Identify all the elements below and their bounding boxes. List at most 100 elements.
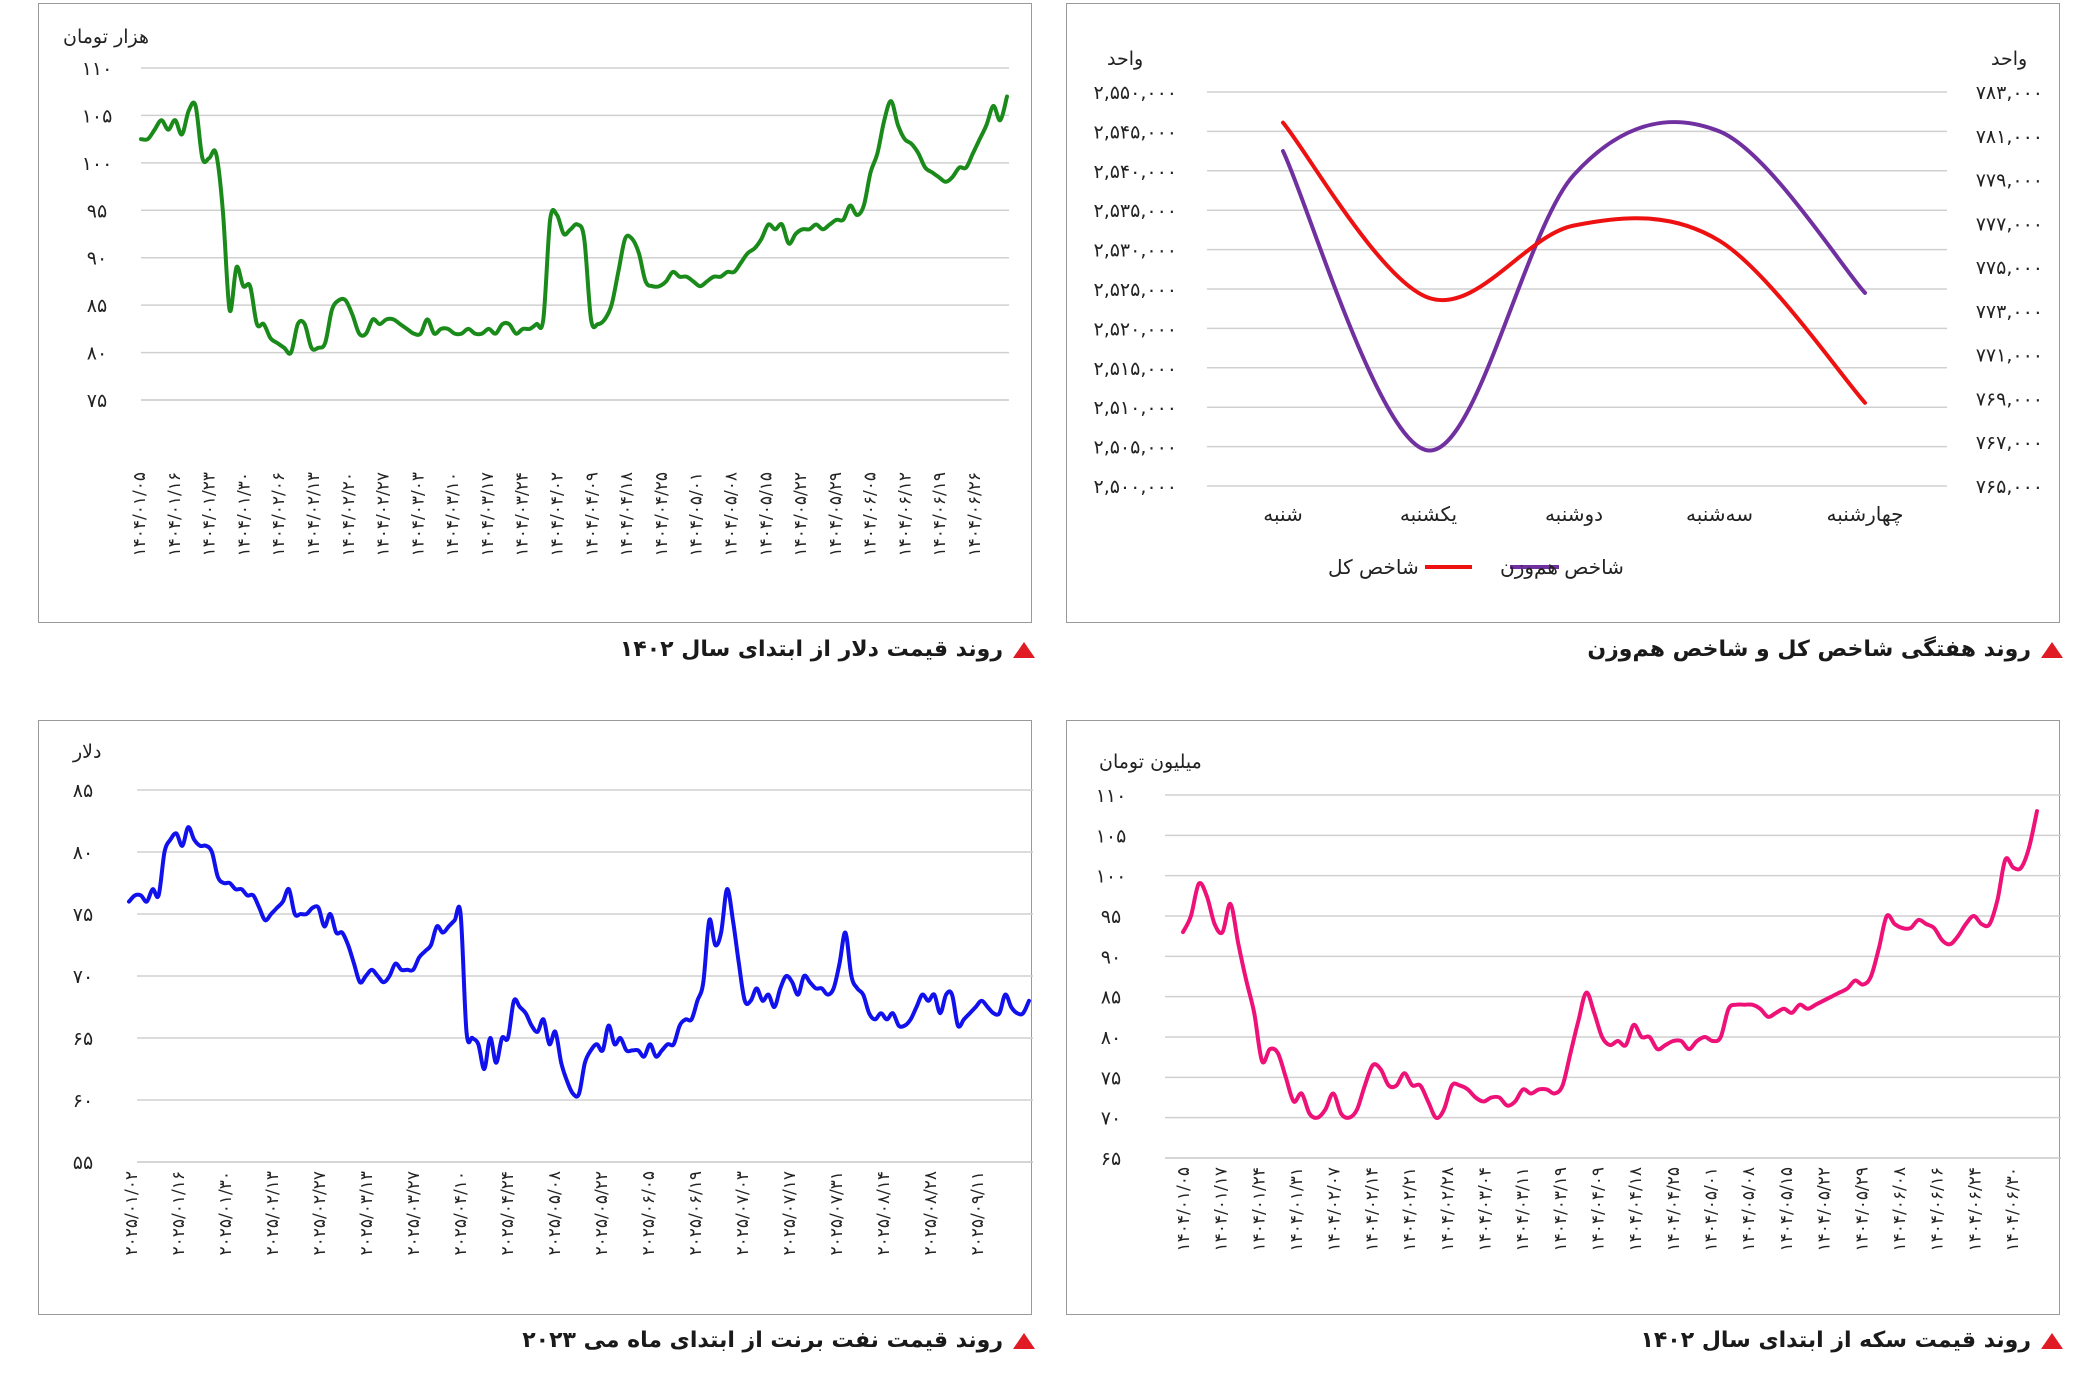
- y-left-tick-label: ۲,۵۲۵,۰۰۰: [1093, 279, 1177, 301]
- y-right-tick-label: ۷۸۳,۰۰۰: [1976, 82, 2043, 104]
- x-tick-label: ۱۴۰۴/۰۲/۲۱: [1400, 1167, 1420, 1252]
- caption-triangle-icon: [2041, 642, 2063, 658]
- y-tick-label: ۶۵: [73, 1028, 93, 1050]
- oil-caption-text: روند قیمت نفت برنت از ابتدای ماه می ۲۰۲۳: [522, 1328, 1003, 1353]
- y-right-tick-label: ۷۸۱,۰۰۰: [1976, 126, 2043, 148]
- x-tick-label: ۱۴۰۴/۰۳/۱۰: [443, 472, 463, 557]
- coin-chart-panel: میلیون تومان ۶۵ ۷۰ ۷۵ ۸۰ ۸۵ ۹۰ ۹۵ ۱۰۰ ۱۰۵ ۱۱۰ ۱۴۰۴…: [1066, 720, 2061, 1315]
- y-tick-label: ۵۵: [73, 1152, 93, 1174]
- coin-chart: ۶۵ ۷۰ ۷۵ ۸۰ ۸۵ ۹۰ ۹۵ ۱۰۰ ۱۰۵ ۱۱۰ ۱۴۰۴/۰۱/۰۵ ۱۴۰۴/۰۱…: [1096, 785, 2061, 1252]
- y-tick-label: ۷۰: [73, 966, 93, 988]
- y-right-tick-label: ۷۶۷,۰۰۰: [1976, 432, 2043, 454]
- x-tick-label: ۱۴۰۴/۰۲/۱۳: [304, 472, 324, 557]
- y-right-tick-label: ۷۶۹,۰۰۰: [1976, 388, 2043, 410]
- x-tick-label: ۱۴۰۴/۰۱/۱۶: [165, 472, 185, 557]
- index-chart-caption: روند هفتگی شاخص کل و شاخص هم‌وزن: [1587, 637, 2063, 662]
- series-line: [1281, 120, 1867, 453]
- oil-chart-caption: روند قیمت نفت برنت از ابتدای ماه می ۲۰۲۳: [522, 1328, 1035, 1353]
- x-tick-label: ۲۰۲۵/۰۴/۱۰: [451, 1171, 471, 1256]
- coin-y-unit: میلیون تومان: [1099, 751, 1202, 773]
- y-left-tick-label: ۲,۵۰۵,۰۰۰: [1093, 437, 1177, 459]
- caption-triangle-icon: [1013, 1333, 1035, 1349]
- index-right-unit: واحد: [1991, 48, 2028, 70]
- y-tick-label: ۷۰: [1101, 1108, 1121, 1130]
- y-left-tick-label: ۲,۵۱۵,۰۰۰: [1093, 358, 1177, 380]
- x-tick-label: ۲۰۲۵/۰۶/۰۵: [639, 1171, 659, 1256]
- y-tick-label: ۸۵: [73, 780, 93, 802]
- x-tick-label: ۱۴۰۴/۰۴/۱۸: [1626, 1167, 1646, 1252]
- y-tick-label: ۱۰۵: [82, 105, 113, 127]
- coin-chart-caption: روند قیمت سکه از ابتدای سال ۱۴۰۲: [1640, 1328, 2063, 1353]
- y-left-tick-label: ۲,۵۳۰,۰۰۰: [1093, 240, 1177, 262]
- x-tick-label: ۱۴۰۴/۰۴/۲۵: [652, 472, 672, 557]
- caption-triangle-icon: [1013, 642, 1035, 658]
- x-tick-label: ۱۴۰۴/۰۳/۱۹: [1551, 1167, 1571, 1252]
- x-tick-label: ۱۴۰۴/۰۲/۰۶: [269, 472, 289, 557]
- dollar-chart-panel: هزار تومان ۷۵ ۸۰ ۸۵ ۹۰ ۹۵ ۱۰۰ ۱۰۵ ۱۱۰ ۱۴۰۴/۰۱/۰۵…: [38, 3, 1032, 623]
- x-tick-label: ۱۴۰۴/۰۵/۲۲: [791, 472, 811, 557]
- x-tick-label: ۲۰۲۵/۰۳/۲۷: [404, 1171, 424, 1256]
- series-line: [1181, 809, 2039, 1120]
- index-left-unit: واحد: [1107, 48, 1144, 70]
- y-tick-label: ۸۵: [87, 295, 107, 317]
- y-right-tick-label: ۷۷۷,۰۰۰: [1976, 213, 2043, 235]
- y-right-tick-label: ۷۷۳,۰۰۰: [1976, 301, 2043, 323]
- x-tick-label: ۱۴۰۴/۰۶/۰۸: [1890, 1167, 1910, 1252]
- y-tick-label: ۱۰۰: [82, 153, 113, 175]
- y-tick-label: ۱۱۰: [82, 58, 113, 80]
- y-left-tick-label: ۲,۵۲۰,۰۰۰: [1093, 318, 1177, 340]
- x-tick-label: ۲۰۲۵/۰۹/۱۱: [968, 1171, 988, 1256]
- y-left-tick-label: ۲,۵۱۰,۰۰۰: [1093, 397, 1177, 419]
- dollar-y-unit: هزار تومان: [63, 26, 150, 48]
- oil-chart: ۵۵ ۶۰ ۶۵ ۷۰ ۷۵ ۸۰ ۸۵ ۲۰۲۵/۰۱/۰۲ ۲۰۲۵/۰۱/۱۶ ۲۰۲۵/۰…: [73, 780, 1033, 1256]
- x-tick-label: ۱۴۰۴/۰۱/۲۳: [200, 472, 220, 557]
- y-right-tick-label: ۷۶۵,۰۰۰: [1976, 476, 2043, 498]
- x-tick-label: ۱۴۰۴/۰۲/۲۷: [374, 472, 394, 557]
- x-tick-label: یکشنبه: [1400, 502, 1457, 526]
- x-tick-label: ۱۴۰۴/۰۱/۲۴: [1249, 1167, 1269, 1252]
- x-tick-label: ۱۴۰۴/۰۴/۱۸: [617, 472, 637, 557]
- x-tick-label: ۲۰۲۵/۰۷/۱۷: [780, 1171, 800, 1256]
- x-tick-label: ۱۴۰۴/۰۳/۱۷: [478, 472, 498, 557]
- x-tick-label: ۱۴۰۴/۰۴/۲۵: [1664, 1167, 1684, 1252]
- x-tick-label: ۱۴۰۴/۰۲/۲۰: [339, 472, 359, 557]
- y-tick-label: ۹۰: [87, 248, 107, 270]
- x-tick-label: ۲۰۲۵/۰۴/۲۴: [498, 1171, 518, 1256]
- x-tick-label: ۱۴۰۴/۰۳/۲۴: [513, 472, 533, 557]
- x-tick-label: ۱۴۰۴/۰۱/۰۵: [130, 472, 150, 557]
- x-tick-label: ۱۴۰۴/۰۵/۰۱: [687, 472, 707, 557]
- y-tick-label: ۸۰: [87, 343, 107, 365]
- y-tick-label: ۸۰: [73, 842, 93, 864]
- series-line: [139, 94, 1009, 356]
- x-tick-label: ۲۰۲۵/۰۱/۳۰: [216, 1171, 236, 1256]
- x-tick-label: ۲۰۲۵/۰۲/۱۳: [263, 1171, 283, 1256]
- y-right-tick-label: ۷۷۵,۰۰۰: [1976, 257, 2043, 279]
- y-left-tick-label: ۲,۵۵۰,۰۰۰: [1093, 82, 1177, 104]
- x-tick-label: ۲۰۲۵/۰۵/۲۲: [592, 1171, 612, 1256]
- oil-chart-panel: دلار ۵۵ ۶۰ ۶۵ ۷۰ ۷۵ ۸۰ ۸۵ ۲۰۲۵/۰۱/۰۲ ۲۰۲۵/۰۱/۱۶ ۲…: [38, 720, 1033, 1315]
- x-tick-label: ۱۴۰۴/۰۵/۲۹: [826, 472, 846, 557]
- x-tick-label: ۲۰۲۵/۰۱/۱۶: [169, 1171, 189, 1256]
- x-tick-label: ۲۰۲۵/۰۷/۰۳: [733, 1171, 753, 1256]
- series-line: [127, 825, 1031, 1099]
- oil-y-unit: دلار: [73, 741, 102, 763]
- series-line: [1281, 120, 1867, 405]
- x-tick-label: ۱۴۰۴/۰۶/۰۵: [861, 472, 881, 557]
- x-tick-label: ۱۴۰۴/۰۱/۳۰: [234, 472, 254, 557]
- y-left-tick-label: ۲,۵۰۰,۰۰۰: [1093, 476, 1177, 498]
- legend-label: شاخص هم‌وزن: [1500, 555, 1624, 579]
- y-tick-label: ۸۰: [1101, 1027, 1121, 1049]
- x-tick-label: ۱۴۰۴/۰۵/۱۵: [1777, 1167, 1797, 1252]
- caption-triangle-icon: [2041, 1333, 2063, 1349]
- y-tick-label: ۸۵: [1101, 987, 1121, 1009]
- coin-caption-text: روند قیمت سکه از ابتدای سال ۱۴۰۲: [1640, 1328, 2031, 1353]
- x-tick-label: ۱۴۰۴/۰۱/۱۷: [1212, 1167, 1232, 1252]
- x-tick-label: ۱۴۰۴/۰۲/۲۸: [1438, 1167, 1458, 1252]
- index-chart: ۲,۵۰۰,۰۰۰ ۲,۵۰۵,۰۰۰ ۲,۵۱۰,۰۰۰ ۲,۵۱۵,۰۰۰ ۲,۵۲…: [1093, 82, 2043, 579]
- x-tick-label: چهارشنبه: [1827, 502, 1904, 526]
- x-tick-label: ۱۴۰۴/۰۶/۱۲: [895, 472, 915, 557]
- x-tick-label: ۱۴۰۴/۰۶/۲۴: [1965, 1167, 1985, 1252]
- x-tick-label: ۱۴۰۴/۰۶/۱۹: [930, 472, 950, 557]
- x-tick-label: ۲۰۲۵/۰۲/۲۷: [310, 1171, 330, 1256]
- x-tick-label: ۱۴۰۴/۰۵/۰۱: [1702, 1167, 1722, 1252]
